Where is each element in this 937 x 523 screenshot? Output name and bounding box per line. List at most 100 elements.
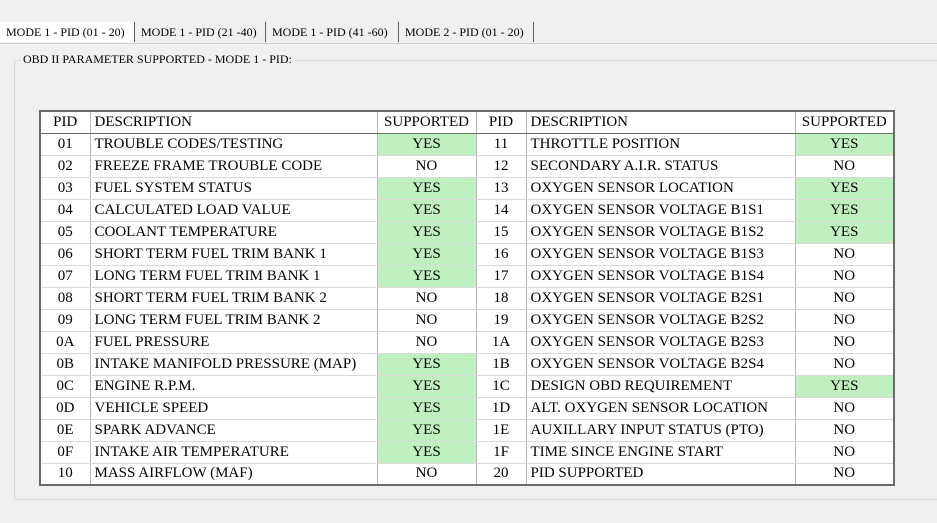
supported-cell: NO [795, 353, 895, 376]
table-row: 0D VEHICLE SPEED YES 1D ALT. OXYGEN SENSOR L… [40, 397, 895, 420]
description-cell: TROUBLE CODES/TESTING [90, 133, 378, 156]
pid-cell: 11 [476, 133, 527, 156]
pid-cell: 1B [476, 353, 527, 376]
supported-cell: YES [377, 419, 477, 442]
tab-mode1-pid-01-20[interactable]: MODE 1 - PID (01 - 20) [0, 22, 135, 42]
table-row: 02 FREEZE FRAME TROUBLE CODE NO 12 SECONDARY… [40, 155, 895, 178]
supported-cell: YES [377, 177, 477, 200]
supported-cell: YES [795, 177, 895, 200]
pid-cell: 10 [40, 463, 91, 486]
description-cell: FREEZE FRAME TROUBLE CODE [90, 155, 378, 178]
table-row: 06 SHORT TERM FUEL TRIM BANK 1 YES 16 OXYGEN… [40, 243, 895, 266]
header-pid: PID [40, 111, 91, 134]
description-cell: SECONDARY A.I.R. STATUS [526, 155, 796, 178]
table-row: 01 TROUBLE CODES/TESTING YES 11 THROTTLE POS… [40, 133, 895, 156]
description-cell: ALT. OXYGEN SENSOR LOCATION [526, 397, 796, 420]
tab-divider [0, 43, 937, 44]
description-cell: ENGINE R.P.M. [90, 375, 378, 398]
pid-cell: 04 [40, 199, 91, 222]
supported-cell: NO [795, 419, 895, 442]
description-cell: OXYGEN SENSOR VOLTAGE B1S4 [526, 265, 796, 288]
pid-cell: 1E [476, 419, 527, 442]
description-cell: OXYGEN SENSOR VOLTAGE B1S1 [526, 199, 796, 222]
supported-cell: YES [795, 133, 895, 156]
table-row: 0E SPARK ADVANCE YES 1E AUXILLARY INPUT STAT… [40, 419, 895, 442]
table-row: 0B INTAKE MANIFOLD PRESSURE (MAP) YES 1B OXY… [40, 353, 895, 376]
header-supported: SUPPORTED [377, 111, 477, 134]
table-row: 0C ENGINE R.P.M. YES 1C DESIGN OBD REQUIREME… [40, 375, 895, 398]
table-row: 04 CALCULATED LOAD VALUE YES 14 OXYGEN SENSO… [40, 199, 895, 222]
table-row: 0F INTAKE AIR TEMPERATURE YES 1F TIME SINCE … [40, 441, 895, 464]
description-cell: FUEL SYSTEM STATUS [90, 177, 378, 200]
pid-cell: 01 [40, 133, 91, 156]
supported-cell: NO [795, 397, 895, 420]
supported-cell: NO [795, 265, 895, 288]
pid-cell: 09 [40, 309, 91, 332]
pid-cell: 18 [476, 287, 527, 310]
tab-mode2-pid-01-20[interactable]: MODE 2 - PID (01 - 20) [399, 22, 534, 42]
pid-cell: 06 [40, 243, 91, 266]
table-header-row: PID DESCRIPTION SUPPORTED PID DESCRIPTIO… [40, 111, 895, 134]
description-cell: OXYGEN SENSOR LOCATION [526, 177, 796, 200]
supported-cell: YES [377, 375, 477, 398]
pid-cell: 03 [40, 177, 91, 200]
description-cell: OXYGEN SENSOR VOLTAGE B1S3 [526, 243, 796, 266]
supported-cell: YES [377, 265, 477, 288]
pid-cell: 1F [476, 441, 527, 464]
table-row: 03 FUEL SYSTEM STATUS YES 13 OXYGEN SENSOR L… [40, 177, 895, 200]
description-cell: OXYGEN SENSOR VOLTAGE B2S3 [526, 331, 796, 354]
pid-cell: 12 [476, 155, 527, 178]
description-cell: THROTTLE POSITION [526, 133, 796, 156]
description-cell: CALCULATED LOAD VALUE [90, 199, 378, 222]
supported-cell: YES [377, 441, 477, 464]
pid-cell: 0E [40, 419, 91, 442]
supported-cell: YES [377, 243, 477, 266]
table-row: 09 LONG TERM FUEL TRIM BANK 2 NO 19 OXYGEN S… [40, 309, 895, 332]
table-row: 10 MASS AIRFLOW (MAF) NO 20 PID SUPPORTED NO [40, 463, 895, 486]
description-cell: TIME SINCE ENGINE START [526, 441, 796, 464]
description-cell: SHORT TERM FUEL TRIM BANK 1 [90, 243, 378, 266]
description-cell: FUEL PRESSURE [90, 331, 378, 354]
header-description: DESCRIPTION [90, 111, 378, 134]
pid-support-table: PID DESCRIPTION SUPPORTED PID DESCRIPTIO… [39, 110, 895, 486]
pid-cell: 02 [40, 155, 91, 178]
supported-cell: YES [377, 397, 477, 420]
description-cell: AUXILLARY INPUT STATUS (PTO) [526, 419, 796, 442]
pid-cell: 13 [476, 177, 527, 200]
description-cell: OXYGEN SENSOR VOLTAGE B2S4 [526, 353, 796, 376]
supported-cell: NO [795, 463, 895, 486]
header-pid: PID [476, 111, 527, 134]
description-cell: INTAKE AIR TEMPERATURE [90, 441, 378, 464]
pid-cell: 08 [40, 287, 91, 310]
description-cell: OXYGEN SENSOR VOLTAGE B1S2 [526, 221, 796, 244]
description-cell: OXYGEN SENSOR VOLTAGE B2S2 [526, 309, 796, 332]
header-description: DESCRIPTION [526, 111, 796, 134]
table-row: 05 COOLANT TEMPERATURE YES 15 OXYGEN SENSOR … [40, 221, 895, 244]
pid-cell: 0A [40, 331, 91, 354]
supported-cell: YES [795, 199, 895, 222]
supported-cell: NO [795, 309, 895, 332]
pid-cell: 15 [476, 221, 527, 244]
pid-cell: 14 [476, 199, 527, 222]
description-cell: SPARK ADVANCE [90, 419, 378, 442]
description-cell: PID SUPPORTED [526, 463, 796, 486]
pid-cell: 20 [476, 463, 527, 486]
supported-cell: YES [377, 133, 477, 156]
pid-cell: 05 [40, 221, 91, 244]
pid-cell: 0F [40, 441, 91, 464]
tab-mode1-pid-21-40[interactable]: MODE 1 - PID (21 -40) [135, 22, 266, 42]
supported-cell: NO [377, 287, 477, 310]
pid-cell: 0C [40, 375, 91, 398]
description-cell: OXYGEN SENSOR VOLTAGE B2S1 [526, 287, 796, 310]
supported-cell: NO [795, 287, 895, 310]
header-supported: SUPPORTED [795, 111, 895, 134]
pid-cell: 17 [476, 265, 527, 288]
tab-mode1-pid-41-60[interactable]: MODE 1 - PID (41 -60) [266, 22, 399, 42]
supported-cell: YES [795, 375, 895, 398]
description-cell: LONG TERM FUEL TRIM BANK 1 [90, 265, 378, 288]
description-cell: COOLANT TEMPERATURE [90, 221, 378, 244]
pid-cell: 0D [40, 397, 91, 420]
table-row: 0A FUEL PRESSURE NO 1A OXYGEN SENSOR VOLTAGE… [40, 331, 895, 354]
description-cell: SHORT TERM FUEL TRIM BANK 2 [90, 287, 378, 310]
supported-cell: YES [377, 221, 477, 244]
